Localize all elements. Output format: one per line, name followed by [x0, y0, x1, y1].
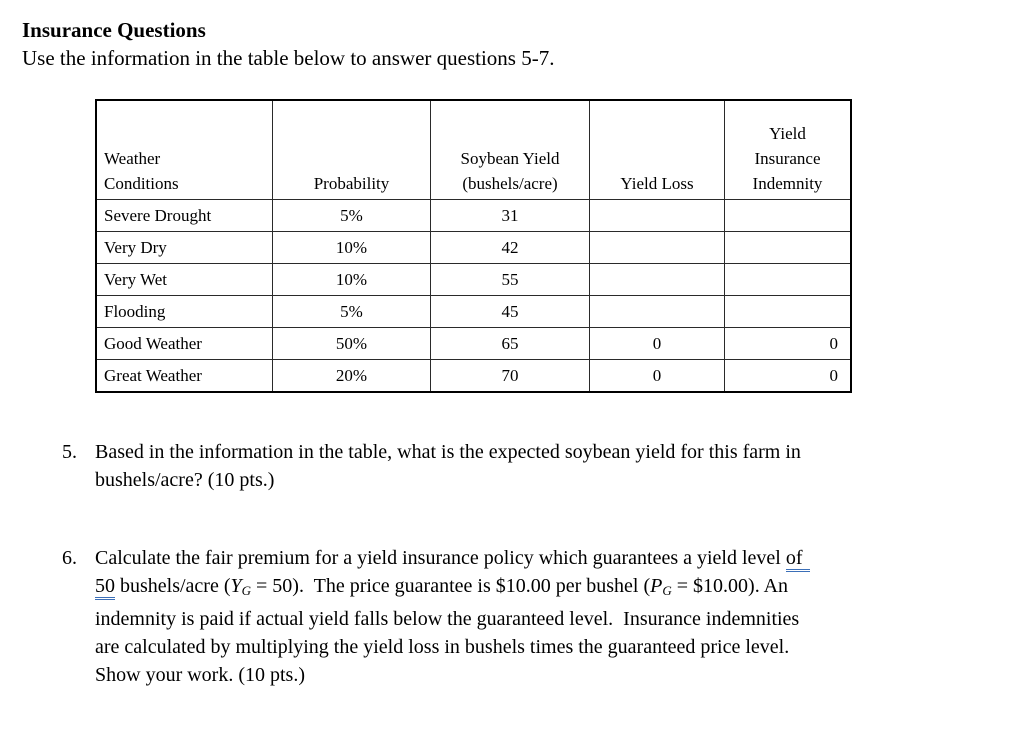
cell-yield-loss: 0 — [589, 327, 725, 360]
grammar-underline-of: of — [785, 547, 810, 572]
cell-probability: 50% — [272, 327, 431, 360]
question-6-line: Calculate the fair premium for a yield i… — [95, 544, 810, 572]
cell-condition: Very Wet — [95, 263, 273, 296]
question-5-line: Based in the information in the table, w… — [95, 441, 801, 463]
cell-indemnity — [724, 263, 852, 296]
cell-yield-loss — [589, 263, 725, 296]
cell-condition: Very Dry — [95, 231, 273, 264]
cell-probability: 10% — [272, 231, 431, 264]
question-5: 5. Based in the information in the table… — [62, 438, 801, 494]
cell-condition: Great Weather — [95, 359, 273, 393]
question-6-text: = $10.00). An — [671, 575, 789, 597]
cell-yield: 65 — [430, 327, 590, 360]
question-6-line: are calculated by multiplying the yield … — [95, 636, 790, 658]
intro-text: Use the information in the table below t… — [22, 46, 555, 70]
cell-indemnity — [724, 199, 852, 232]
cell-yield-loss — [589, 231, 725, 264]
question-6-line: Show your work. (10 pts.) — [95, 664, 305, 686]
question-6-line: 50 bushels/acre (YG = 50). The price gua… — [95, 572, 810, 605]
table-header-row: Weather Conditions Probability Soybean Y… — [95, 99, 852, 200]
weather-yield-table: Weather Conditions Probability Soybean Y… — [95, 99, 852, 393]
subscript-G: G — [662, 583, 672, 598]
variable-Y: Y — [230, 575, 242, 597]
question-6-line: indemnity is paid if actual yield falls … — [95, 608, 800, 630]
cell-yield: 70 — [430, 359, 590, 393]
cell-probability: 20% — [272, 359, 431, 393]
table-row: Good Weather 50% 65 0 0 — [95, 327, 852, 360]
cell-yield-loss — [589, 295, 725, 328]
question-6-number: 6. — [62, 547, 77, 569]
subscript-G: G — [241, 583, 252, 598]
col-header-yield-loss: Yield Loss — [589, 99, 725, 200]
cell-yield: 42 — [430, 231, 590, 264]
question-5-line: bushels/acre? (10 pts.) — [95, 469, 275, 491]
question-5-number: 5. — [62, 441, 77, 463]
cell-indemnity: 0 — [724, 327, 852, 360]
table-row: Very Wet 10% 55 — [95, 263, 852, 296]
page-title: Insurance Questions — [22, 18, 206, 42]
question-6-text: bushels/acre ( — [115, 575, 231, 597]
grammar-underline-50: 50 — [95, 575, 115, 600]
table-row: Great Weather 20% 70 0 0 — [95, 359, 852, 393]
cell-condition: Severe Drought — [95, 199, 273, 232]
table-row: Very Dry 10% 42 — [95, 231, 852, 264]
cell-yield-loss — [589, 199, 725, 232]
question-6-text: Calculate the fair premium for a yield i… — [95, 547, 786, 569]
table-row: Severe Drought 5% 31 — [95, 199, 852, 232]
cell-probability: 5% — [272, 295, 431, 328]
col-header-soybean-yield: Soybean Yield (bushels/acre) — [430, 99, 590, 200]
cell-yield: 45 — [430, 295, 590, 328]
cell-yield: 31 — [430, 199, 590, 232]
col-header-weather-conditions: Weather Conditions — [95, 99, 273, 200]
cell-probability: 10% — [272, 263, 431, 296]
cell-condition: Flooding — [95, 295, 273, 328]
cell-indemnity — [724, 231, 852, 264]
cell-indemnity: 0 — [724, 359, 852, 393]
question-6: 6. Calculate the fair premium for a yiel… — [62, 544, 810, 689]
variable-P: P — [650, 575, 663, 597]
cell-condition: Good Weather — [95, 327, 273, 360]
col-header-yield-insurance-indemnity: Yield Insurance Indemnity — [724, 99, 852, 200]
question-6-text: = 50). The price guarantee is $10.00 per… — [251, 575, 651, 597]
cell-probability: 5% — [272, 199, 431, 232]
cell-yield: 55 — [430, 263, 590, 296]
table-row: Flooding 5% 45 — [95, 295, 852, 328]
cell-indemnity — [724, 295, 852, 328]
cell-yield-loss: 0 — [589, 359, 725, 393]
col-header-probability: Probability — [272, 99, 431, 200]
